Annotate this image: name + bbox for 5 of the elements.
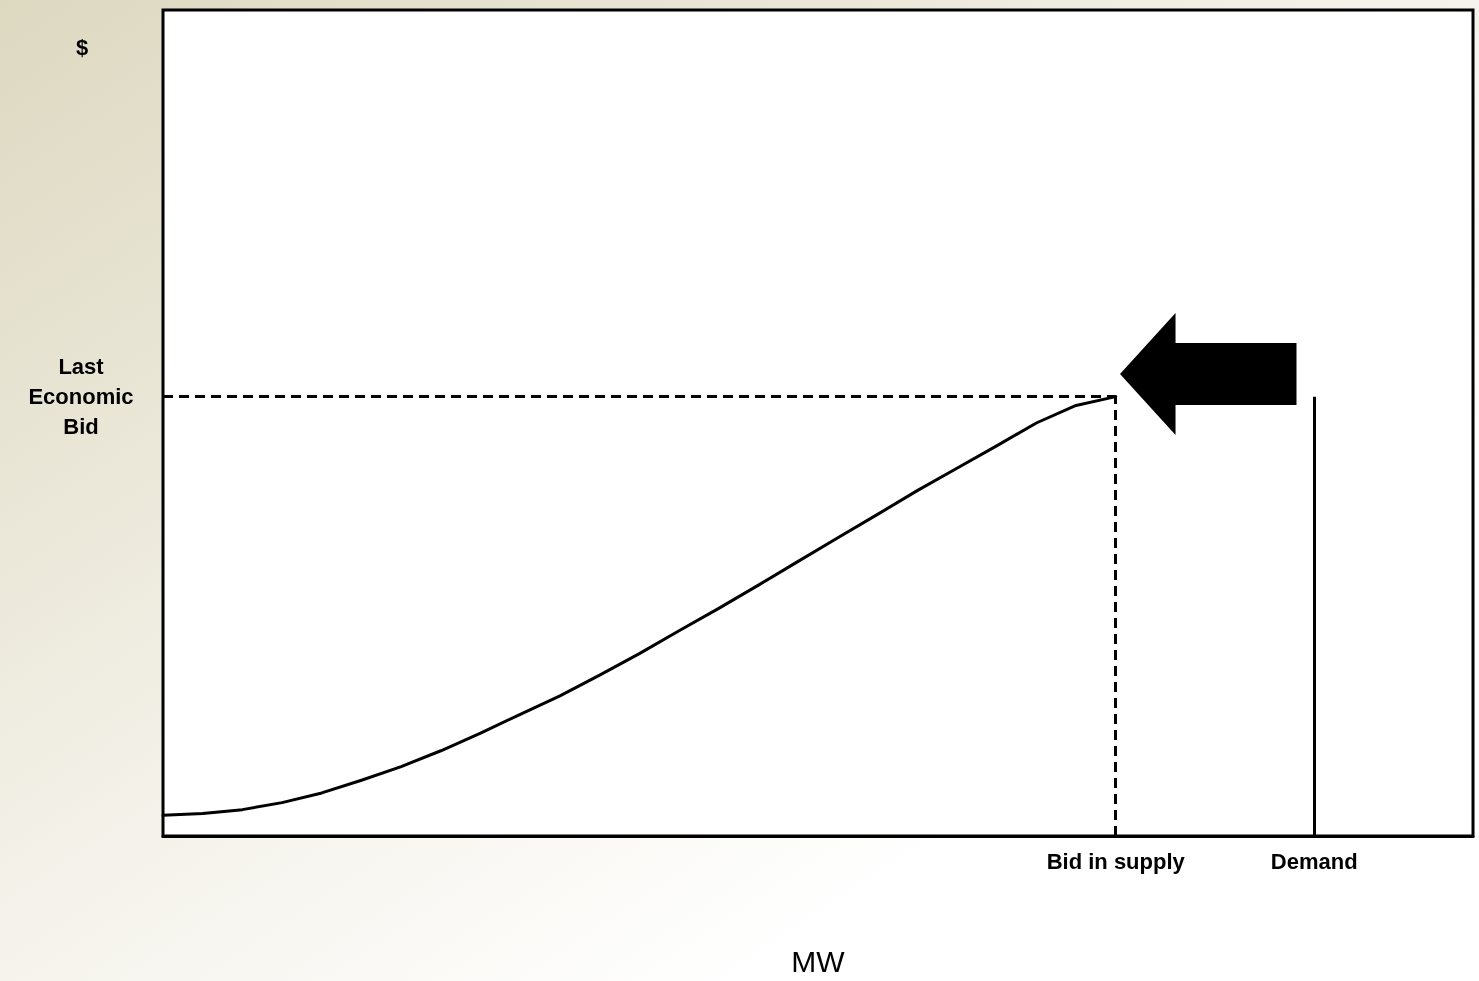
- x-tick-label: Bid in supply: [1046, 848, 1186, 874]
- ref-line-label: Last Economic Bid: [28, 354, 134, 440]
- text: $: [76, 34, 89, 60]
- x-tick-label: Demand: [1270, 848, 1358, 874]
- x-axis-title: MW: [791, 944, 846, 978]
